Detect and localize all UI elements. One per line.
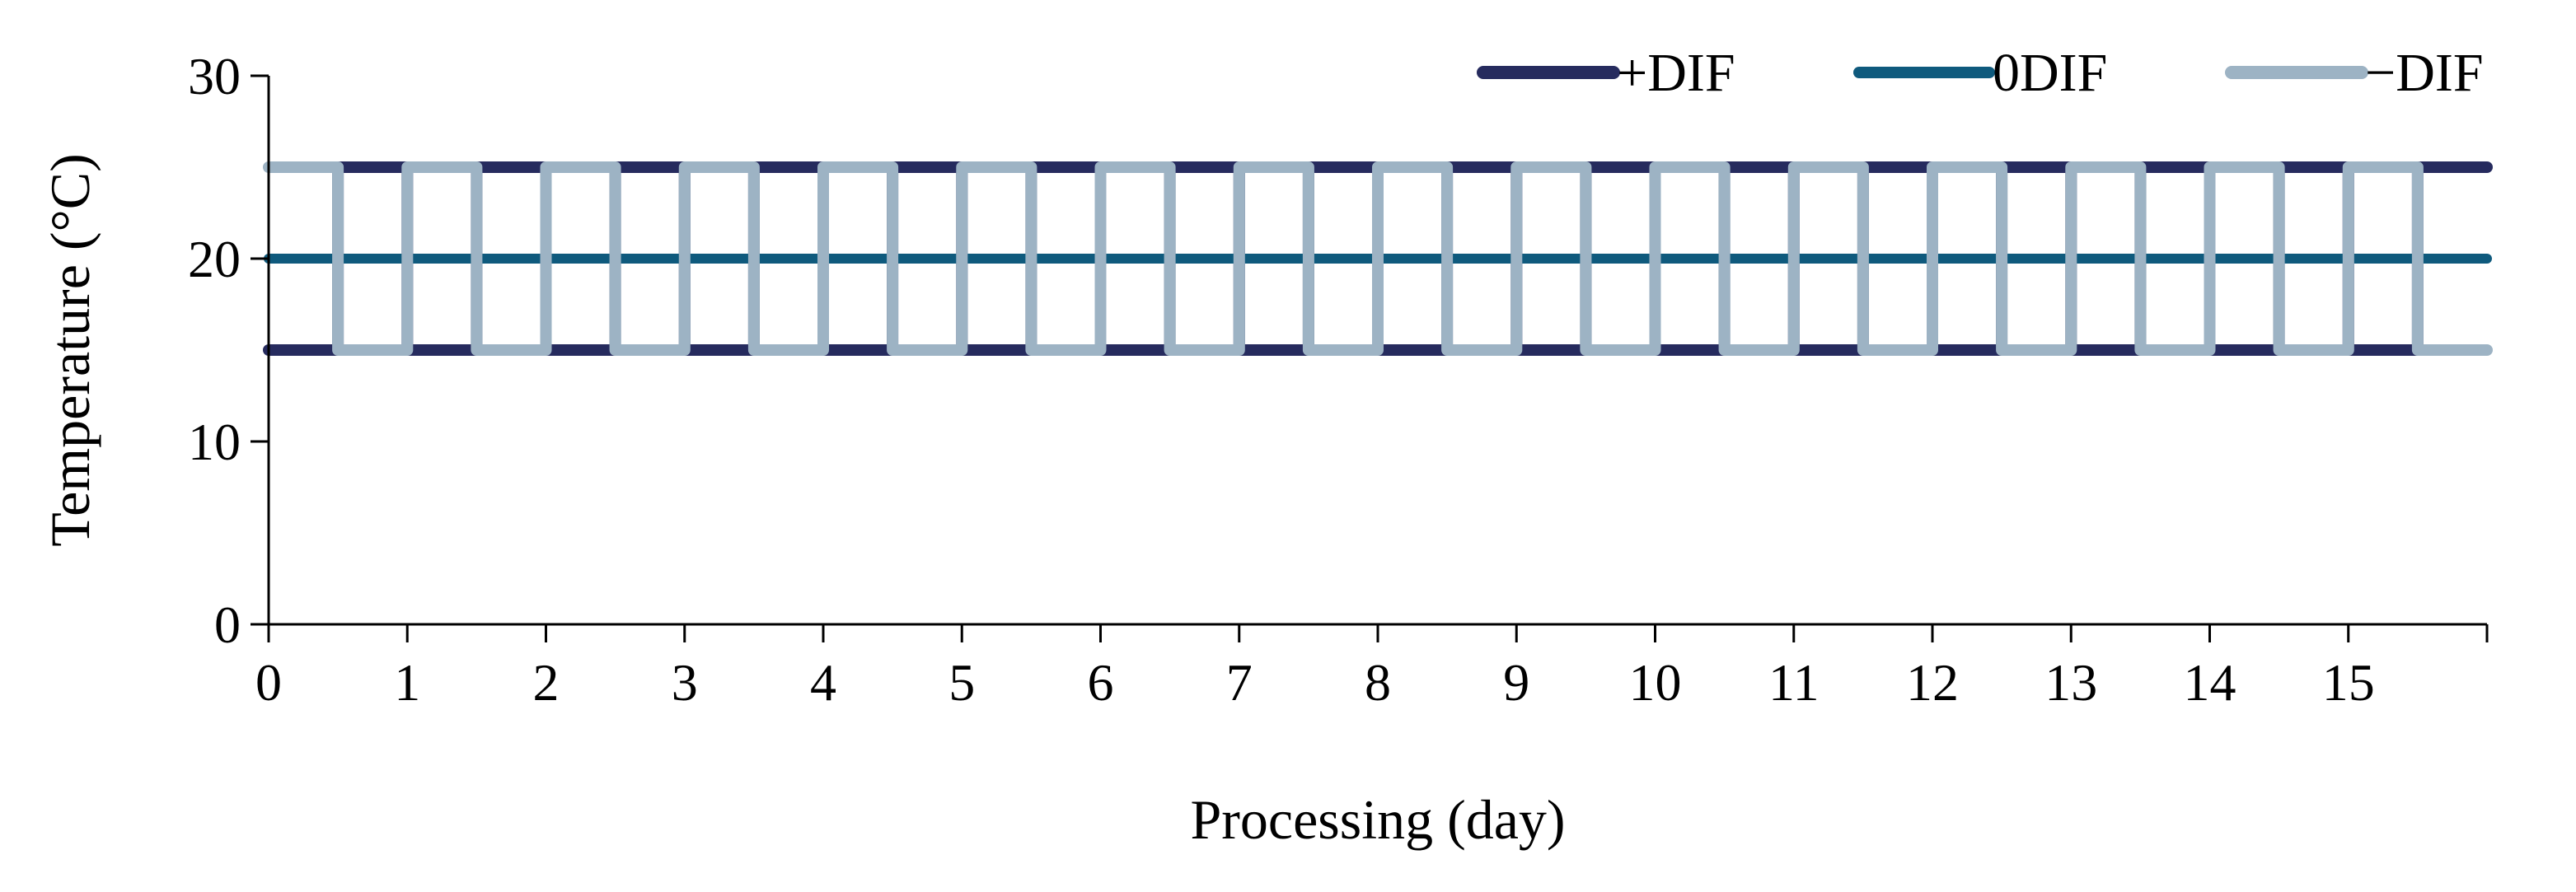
x-tick-label: 0 xyxy=(255,653,282,712)
y-tick-label: 20 xyxy=(188,230,241,288)
x-tick-label: 5 xyxy=(948,653,975,712)
x-tick-label: 10 xyxy=(1629,653,1682,712)
x-tick-label: 9 xyxy=(1503,653,1529,712)
y-axis-title: Temperature (°C) xyxy=(39,153,101,546)
y-tick-label: 10 xyxy=(188,413,241,471)
legend-label-plus-dif: +DIF xyxy=(1617,43,1735,103)
series-line-minus-dif xyxy=(263,161,2493,356)
x-tick-label: 4 xyxy=(810,653,836,712)
x-tick-label: 13 xyxy=(2044,653,2097,712)
y-tick-label: 0 xyxy=(214,595,241,654)
x-tick-label: 1 xyxy=(394,653,420,712)
x-axis-title: Processing (day) xyxy=(1190,788,1565,851)
x-tick-label: 8 xyxy=(1365,653,1391,712)
x-tick-label: 3 xyxy=(672,653,698,712)
legend-label-zero-dif: 0DIF xyxy=(1993,43,2107,103)
x-tick-label: 15 xyxy=(2322,653,2375,712)
y-tick-label: 30 xyxy=(188,47,241,105)
x-tick-label: 6 xyxy=(1088,653,1114,712)
x-tick-label: 2 xyxy=(533,653,560,712)
x-tick-label: 11 xyxy=(1768,653,1820,712)
x-tick-label: 12 xyxy=(1906,653,1959,712)
legend-label-minus-dif: −DIF xyxy=(2365,43,2484,103)
series-layer xyxy=(263,161,2493,356)
legend: +DIF 0DIF −DIF xyxy=(1477,43,2484,103)
x-tick-label: 14 xyxy=(2184,653,2236,712)
x-tick-label: 7 xyxy=(1226,653,1253,712)
